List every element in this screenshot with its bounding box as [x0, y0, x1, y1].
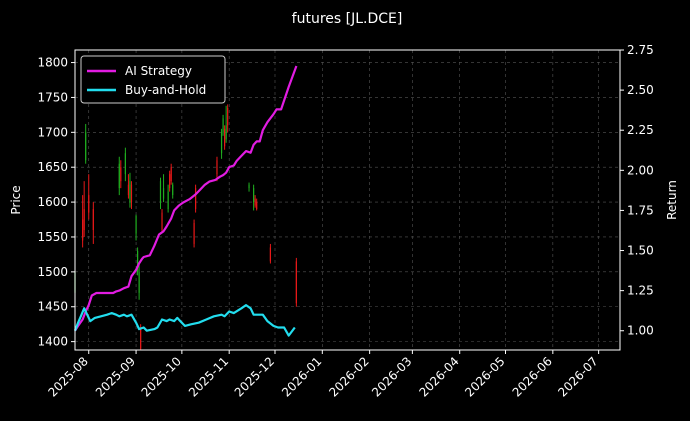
candle-body: [254, 198, 256, 206]
candle-body: [224, 128, 226, 147]
y-axis-label-right: Return: [665, 180, 679, 220]
candle-body: [170, 167, 172, 182]
legend-label-buy-and-hold: Buy-and-Hold: [125, 83, 206, 97]
candle-body: [85, 132, 87, 161]
candle-body: [161, 212, 163, 230]
y-tick-label-left: 1800: [37, 56, 68, 70]
legend: AI Strategy Buy-and-Hold: [80, 55, 226, 104]
y-tick-label-left: 1500: [37, 265, 68, 279]
candle-body: [256, 202, 258, 210]
candle-body: [162, 188, 165, 199]
y-tick-label-left: 1750: [37, 90, 68, 104]
candle-body: [130, 184, 133, 203]
candle-body: [82, 219, 84, 241]
y-tick-label-right: 2.50: [627, 83, 654, 97]
candle-body: [124, 153, 126, 175]
candle-body: [295, 261, 297, 304]
buy-and-hold-line: [73, 304, 296, 337]
candle-body: [135, 216, 137, 234]
plot-frame: [74, 49, 621, 351]
candle-body: [129, 181, 131, 203]
candle-body: [159, 181, 162, 203]
y-tick-label-right: 2.25: [627, 123, 654, 137]
y-tick-label-right: 1.00: [627, 324, 654, 338]
y-tick-label-right: 1.50: [627, 244, 654, 258]
candle-body: [136, 250, 139, 272]
candle-body: [140, 327, 142, 349]
y-tick-label-left: 1600: [37, 195, 68, 209]
return-series: [73, 65, 298, 337]
chart-title: futures [JL.DCE]: [292, 11, 403, 27]
y-tick-label-right: 2.75: [627, 43, 654, 57]
legend-box: [80, 55, 226, 104]
y-tick-label-right: 1.25: [627, 284, 654, 298]
candle-body: [195, 188, 197, 210]
candle-body: [248, 184, 250, 189]
ai-strategy-line: [74, 65, 298, 332]
y-tick-label-left: 1450: [37, 300, 68, 314]
y-tick-label-left: 1400: [37, 335, 68, 349]
left-y-axis: 1400 1450 1500 1550 1600 1650 1700 1750 1800: [37, 56, 75, 349]
candle-body: [120, 167, 122, 182]
candle-body: [269, 247, 272, 262]
y-axis-label-left: Price: [9, 185, 23, 214]
candle-body: [227, 107, 229, 126]
candle-body: [253, 188, 255, 203]
y-tick-label-right: 2.00: [627, 163, 654, 177]
candle-body: [216, 160, 218, 175]
legend-label-ai-strategy: AI Strategy: [125, 64, 192, 78]
candle-body: [167, 191, 169, 210]
candle-body: [83, 209, 85, 230]
candle-body: [88, 195, 90, 213]
candle-body: [172, 184, 174, 196]
y-tick-label-left: 1550: [37, 230, 68, 244]
candle-body: [222, 118, 224, 133]
y-tick-label-left: 1700: [37, 125, 68, 139]
y-tick-label-right: 1.75: [627, 203, 654, 217]
candle-body: [118, 163, 120, 189]
candle-body: [92, 209, 94, 230]
y-tick-label-left: 1650: [37, 160, 68, 174]
right-y-axis: 1.00 1.25 1.50 1.75 2.00 2.25 2.50 2.75: [620, 43, 654, 338]
candle-body: [127, 184, 130, 196]
candle-body: [193, 223, 195, 244]
candle-body: [225, 125, 227, 140]
candle-body: [138, 271, 140, 293]
candle-body: [220, 132, 223, 154]
candlestick-series: [74, 104, 297, 350]
candle-body: [169, 174, 171, 189]
